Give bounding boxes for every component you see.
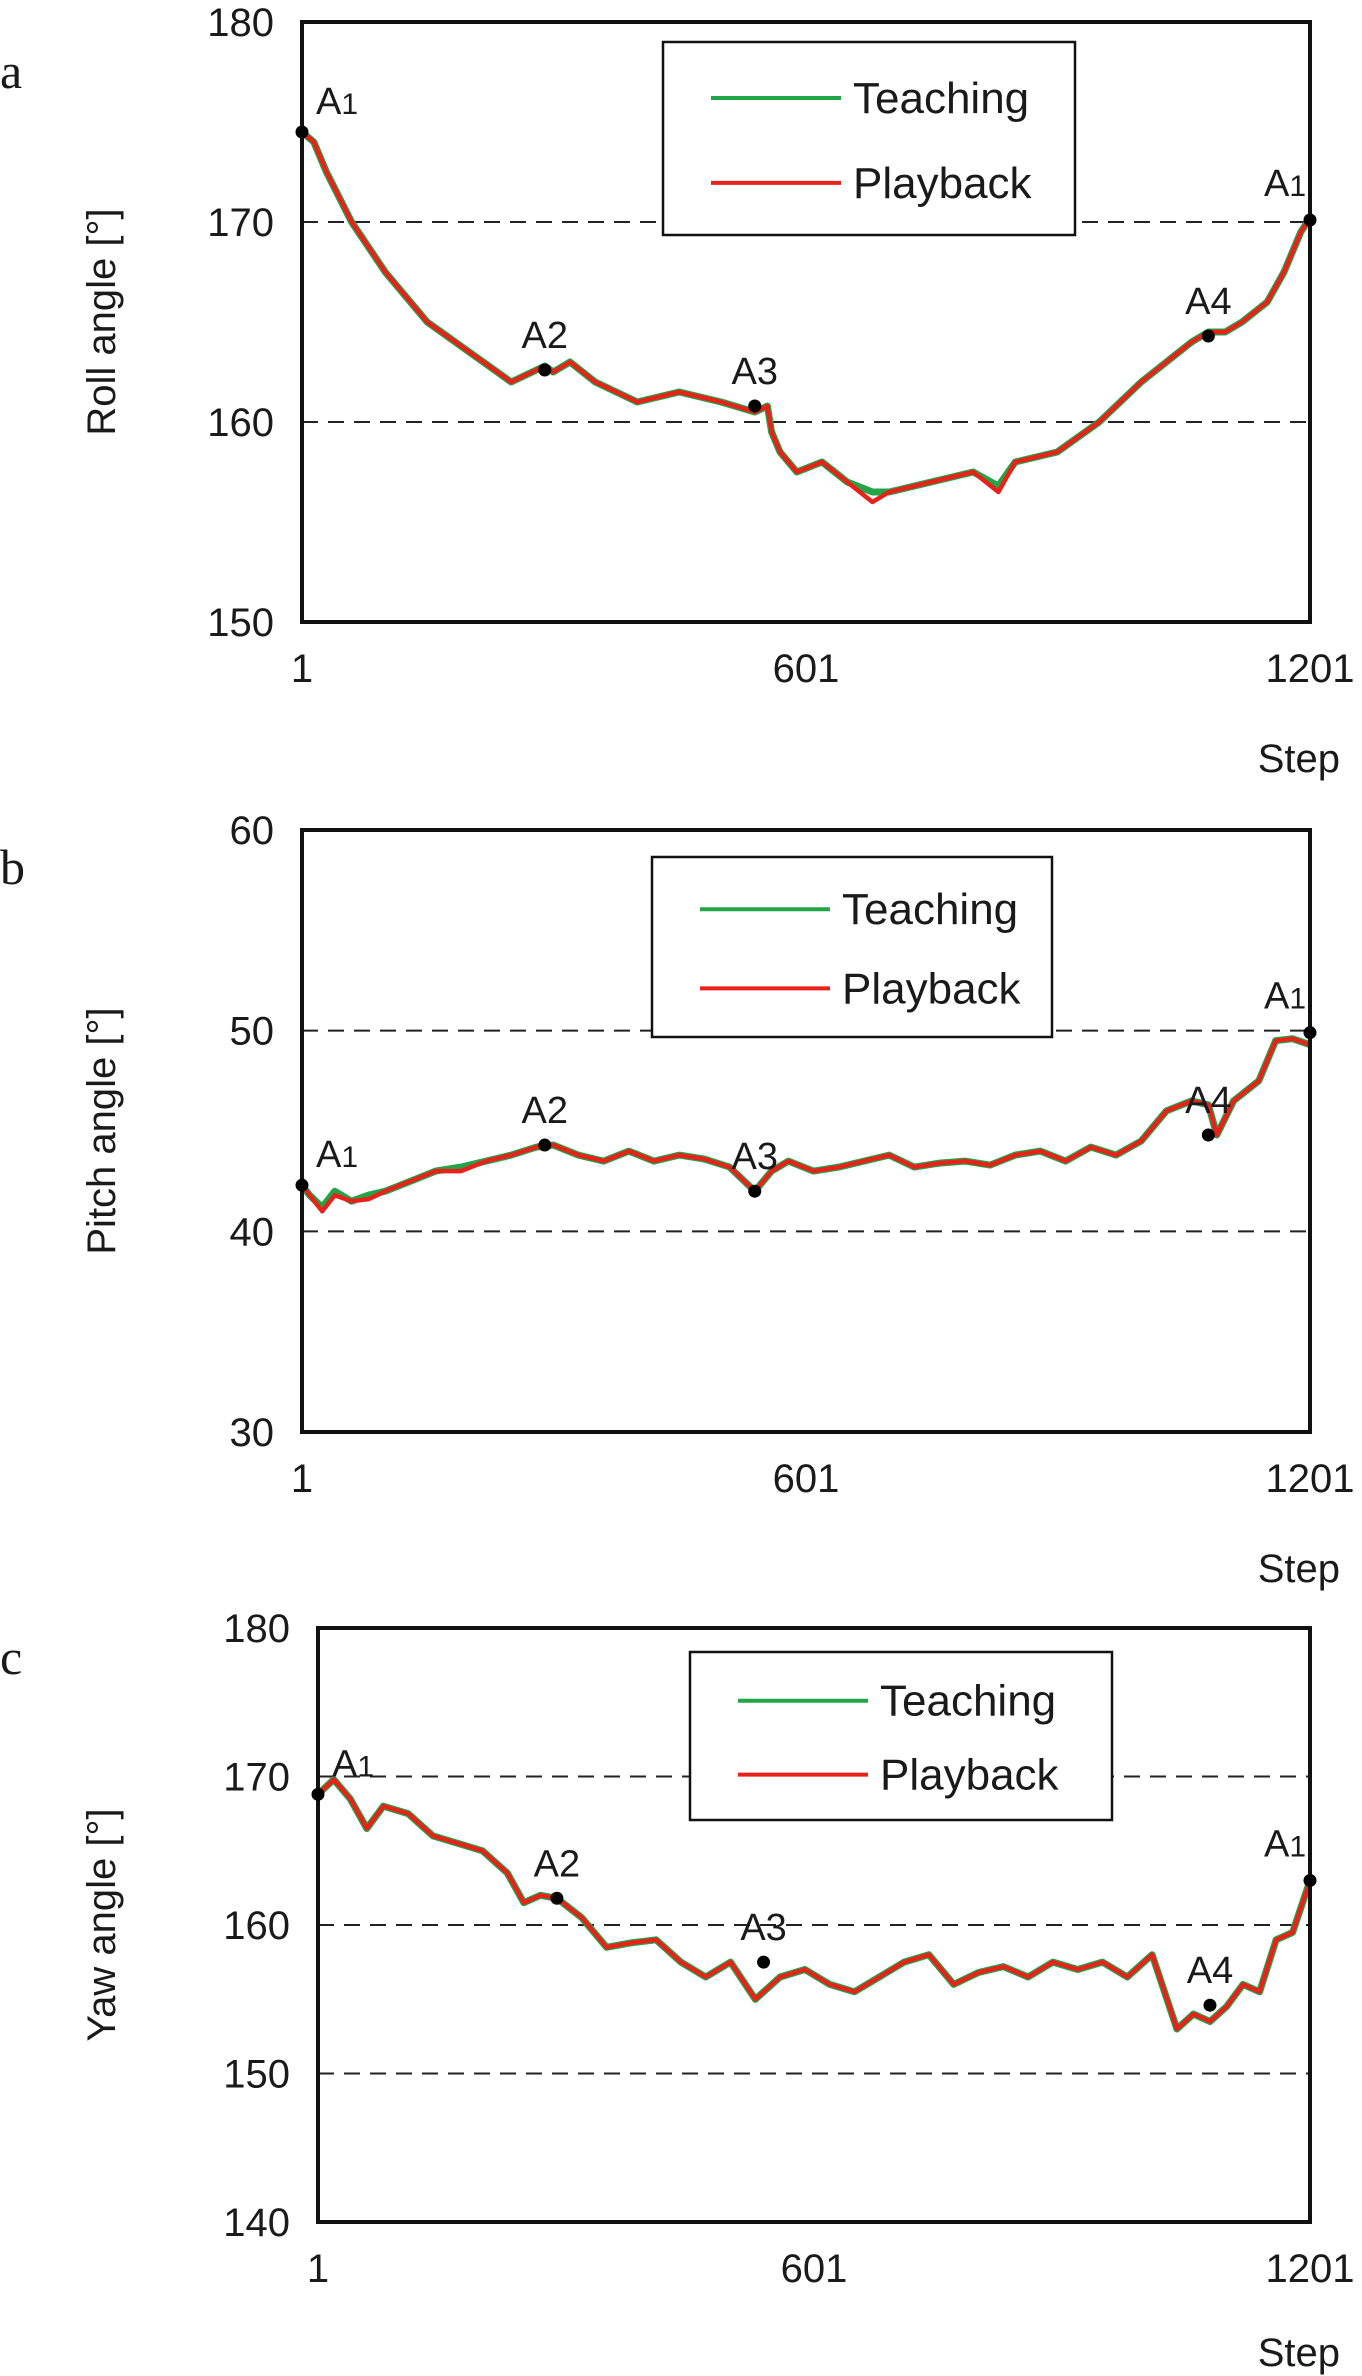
legend: Teaching Playback	[650, 855, 1054, 1039]
waypoint-marker	[1303, 213, 1317, 227]
waypoint-label: A4	[1187, 1950, 1233, 1992]
x-tick-label: 1201	[1266, 1457, 1355, 1501]
y-tick-label: 60	[230, 809, 275, 853]
waypoint-marker	[1203, 1998, 1217, 2012]
y-tick-label: 170	[207, 201, 274, 245]
legend: Teaching Playback	[688, 1650, 1114, 1822]
y-tick-label: 160	[223, 1904, 290, 1948]
plot-frame	[300, 20, 1312, 624]
chart-panel-c: c 140 150 160 170 180 1 601 1201 Step Yaw angle [°…	[0, 1607, 1354, 2375]
series-line-playback	[300, 1036, 1311, 1214]
chart-panel-a: a 150 160 170 180 1 601 1201 Step Roll angle [°] A…	[0, 1, 1354, 781]
waypoint-label: A1	[316, 81, 358, 123]
waypoint-marker	[311, 1787, 325, 1801]
legend-box	[661, 40, 1077, 237]
waypoint-marker	[1303, 1026, 1317, 1040]
panel-label: b	[0, 839, 25, 895]
y-tick-label: 150	[207, 601, 274, 645]
waypoint-marker	[538, 1138, 552, 1152]
waypoint-label: A2	[522, 1090, 568, 1132]
y-tick-label: 160	[207, 401, 274, 445]
y-tick-label: 140	[223, 2201, 290, 2245]
x-tick-label: 601	[773, 647, 840, 691]
waypoint-label: A4	[1185, 281, 1231, 323]
series-line-playback	[316, 1777, 1313, 2032]
waypoint-marker	[1201, 1128, 1215, 1142]
panel-label: a	[0, 43, 22, 99]
x-tick-label: 601	[781, 2247, 848, 2291]
y-tick-label: 30	[230, 1411, 275, 1455]
y-tick-label: 180	[207, 1, 274, 45]
legend-label: Teaching	[880, 1677, 1056, 1726]
legend-box	[650, 855, 1054, 1039]
x-tick-label: 1201	[1266, 2247, 1355, 2291]
x-tick-label: 601	[773, 1457, 840, 1501]
waypoint-label: A1	[316, 1134, 358, 1176]
legend-label: Playback	[853, 159, 1033, 208]
y-axis-title: Pitch angle [°]	[80, 1007, 124, 1254]
series-line-playback	[300, 130, 1312, 505]
waypoint-label: A3	[732, 1136, 778, 1178]
x-tick-label: 1201	[1266, 647, 1355, 691]
panel-label: c	[0, 1629, 22, 1685]
waypoint-label: A3	[740, 1907, 786, 1949]
y-tick-label: 40	[230, 1210, 275, 1254]
waypoint-marker	[550, 1891, 564, 1905]
x-axis-title: Step	[1258, 1547, 1340, 1591]
waypoint-marker	[1303, 1873, 1317, 1887]
legend-label: Playback	[880, 1751, 1060, 1800]
waypoint-label: A1	[1264, 1823, 1306, 1865]
legend-box	[688, 1650, 1114, 1822]
x-tick-label: 1	[291, 647, 313, 691]
legend-label: Teaching	[842, 885, 1018, 934]
legend-label: Playback	[842, 964, 1022, 1013]
y-tick-label: 180	[223, 1607, 290, 1651]
y-axis-title: Yaw angle [°]	[80, 1808, 124, 2041]
waypoint-marker	[1201, 329, 1215, 343]
waypoint-label: A1	[1264, 163, 1306, 205]
x-axis-title: Step	[1258, 2331, 1340, 2375]
waypoint-label: A2	[534, 1843, 580, 1885]
x-tick-label: 1	[291, 1457, 313, 1501]
waypoint-marker	[295, 125, 309, 139]
plot-frame	[316, 1626, 1312, 2224]
waypoint-label: A3	[732, 351, 778, 393]
waypoint-marker	[538, 363, 552, 377]
x-axis-title: Step	[1258, 737, 1340, 781]
waypoint-marker	[748, 399, 762, 413]
legend-label: Teaching	[853, 74, 1029, 123]
waypoint-label: A1	[1264, 976, 1306, 1018]
waypoint-marker	[295, 1178, 309, 1192]
legend: Teaching Playback	[661, 40, 1077, 237]
y-tick-label: 50	[230, 1010, 275, 1054]
waypoint-label: A4	[1185, 1080, 1231, 1122]
x-tick-label: 1	[307, 2247, 329, 2291]
y-tick-label: 150	[223, 2053, 290, 2097]
y-axis-title: Roll angle [°]	[80, 208, 124, 435]
plot-frame	[300, 828, 1312, 1434]
y-tick-label: 170	[223, 1756, 290, 1800]
waypoint-label: A2	[522, 315, 568, 357]
waypoint-marker	[757, 1955, 771, 1969]
waypoint-label: A1	[332, 1743, 374, 1785]
waypoint-marker	[748, 1184, 762, 1198]
